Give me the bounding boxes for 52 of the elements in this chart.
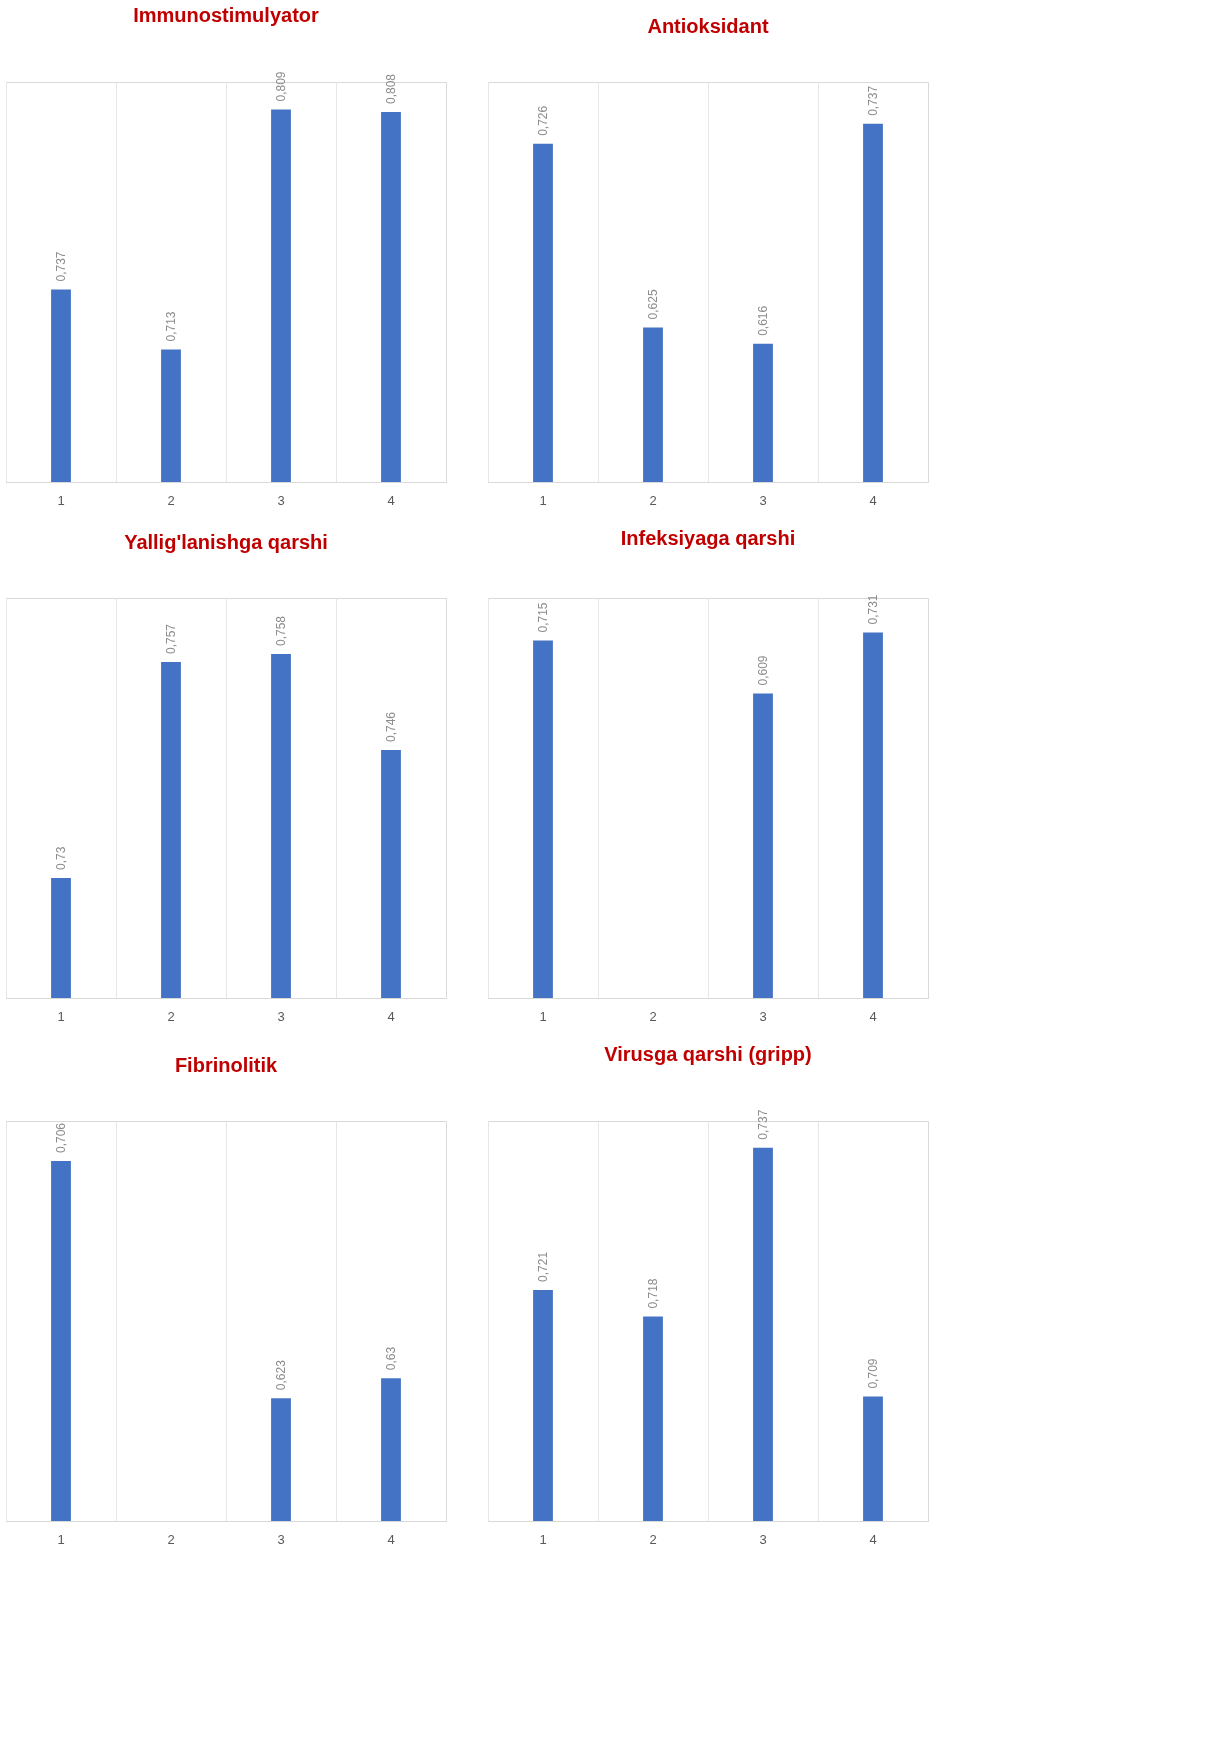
x-tick-label: 2 (167, 1008, 175, 1024)
x-tick-label: 1 (539, 1531, 547, 1547)
x-tick-label: 1 (57, 1008, 65, 1024)
data-label: 0,757 (164, 623, 178, 654)
x-tick-label: 3 (759, 492, 767, 508)
x-tick-label: 4 (387, 492, 395, 508)
data-label: 0,758 (274, 615, 288, 646)
x-tick-label: 3 (277, 1531, 285, 1547)
x-tick-label: 3 (277, 492, 285, 508)
data-label: 0,73 (54, 846, 68, 870)
data-label: 0,63 (384, 1346, 398, 1371)
data-label: 0,616 (756, 305, 770, 336)
data-label: 0,746 (384, 711, 398, 742)
x-tick-label: 2 (649, 1008, 657, 1024)
x-tick-label: 1 (57, 1531, 65, 1547)
x-tick-label: 4 (869, 1531, 877, 1547)
data-label: 0,721 (536, 1251, 550, 1282)
x-tick-label: 4 (387, 1531, 395, 1547)
chart-title: Fibrinolitik (174, 1054, 278, 1076)
x-tick-label: 3 (759, 1531, 767, 1547)
x-tick-label: 4 (387, 1008, 395, 1024)
data-label: 0,709 (866, 1358, 880, 1389)
x-tick-label: 4 (869, 1008, 877, 1024)
x-tick-label: 2 (167, 1531, 175, 1547)
chart-title: Immunostimulyator (133, 4, 319, 27)
data-label: 0,623 (274, 1359, 288, 1391)
x-tick-label: 4 (869, 492, 877, 508)
data-label: 0,706 (54, 1122, 68, 1153)
data-label: 0,809 (274, 71, 288, 102)
data-label: 0,718 (646, 1278, 660, 1309)
x-tick-label: 3 (277, 1008, 285, 1024)
data-label: 0,737 (866, 85, 880, 116)
x-tick-label: 2 (649, 1531, 657, 1547)
data-label: 0,737 (756, 1109, 770, 1140)
data-label: 0,609 (756, 655, 770, 686)
data-label: 0,625 (646, 289, 660, 320)
x-tick-label: 2 (167, 492, 175, 508)
x-tick-label: 3 (759, 1008, 767, 1024)
data-label: 0,726 (536, 105, 550, 136)
x-tick-label: 1 (57, 492, 65, 508)
chart-title: Yallig'lanishga qarshi (124, 531, 328, 553)
data-label: 0,713 (164, 311, 178, 342)
chart-title: Infeksiyaga qarshi (620, 527, 796, 550)
data-label: 0,737 (54, 251, 68, 282)
x-tick-label: 1 (539, 492, 547, 508)
data-label: 0,731 (866, 594, 880, 625)
x-tick-label: 2 (649, 492, 657, 508)
data-label: 0,808 (384, 73, 398, 104)
x-tick-label: 1 (539, 1008, 547, 1024)
chart-title: Virusga qarshi (gripp) (604, 1042, 812, 1065)
chart-title: Antioksidant (647, 15, 769, 37)
data-label: 0,715 (536, 602, 550, 633)
